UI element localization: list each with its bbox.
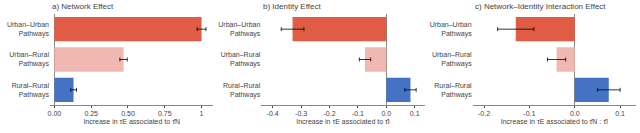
svg-text:Urban–UrbanPathways: Urban–UrbanPathways: [7, 21, 50, 38]
svg-text:0.0: 0.0: [570, 110, 580, 117]
svg-text:a) Network Effect: a) Network Effect: [52, 2, 114, 11]
svg-text:Urban–RuralPathways: Urban–RuralPathways: [221, 51, 261, 68]
svg-text:0.25: 0.25: [84, 110, 98, 117]
svg-text:Urban–UrbanPathways: Urban–UrbanPathways: [430, 21, 473, 38]
svg-text:Urban–RuralPathways: Urban–RuralPathways: [432, 51, 472, 68]
svg-text:-0.1: -0.1: [523, 110, 535, 117]
svg-text:0.1: 0.1: [615, 110, 625, 117]
svg-text:-0.3: -0.3: [295, 110, 307, 117]
svg-text:Rural–RuralPathways: Rural–RuralPathways: [434, 82, 472, 99]
svg-text:0.1: 0.1: [410, 110, 420, 117]
svg-text:Increase in τE associated to τ: Increase in τE associated to τ̂I: [296, 118, 390, 125]
svg-text:Rural–RuralPathways: Rural–RuralPathways: [12, 82, 50, 99]
svg-text:0.75: 0.75: [158, 110, 172, 117]
svg-text:Increase in τE associated to τ: Increase in τE associated to τ̂N: [83, 118, 180, 125]
svg-text:Increase in τE associated to τ: Increase in τE associated to τ̂N : τ̂I: [501, 118, 608, 125]
svg-text:Rural–RuralPathways: Rural–RuralPathways: [223, 82, 261, 99]
svg-text:Urban–UrbanPathways: Urban–UrbanPathways: [218, 21, 261, 38]
svg-text:Urban–RuralPathways: Urban–RuralPathways: [9, 51, 49, 68]
svg-text:-0.2: -0.2: [323, 110, 335, 117]
svg-text:c) Network–Identity Interactio: c) Network–Identity Interaction Effect: [475, 2, 606, 11]
svg-text:-0.4: -0.4: [267, 110, 279, 117]
svg-text:b) Identity Effect: b) Identity Effect: [263, 2, 321, 11]
svg-text:1: 1: [200, 110, 204, 117]
svg-text:0.50: 0.50: [121, 110, 135, 117]
svg-text:-0.1: -0.1: [352, 110, 364, 117]
svg-text:0.00: 0.00: [48, 110, 62, 117]
svg-text:-0.2: -0.2: [478, 110, 490, 117]
svg-text:0.0: 0.0: [381, 110, 391, 117]
